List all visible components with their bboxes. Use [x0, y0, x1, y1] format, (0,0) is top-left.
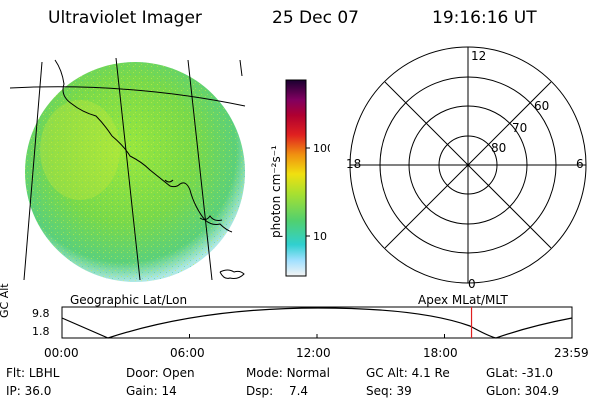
- lat-label-80: 80: [491, 141, 506, 155]
- status-ip: IP: 36.0: [6, 384, 52, 398]
- status-dsp: Dsp: 7.4: [246, 384, 309, 398]
- colorbar-unit-label: photon cm⁻²s⁻¹: [269, 145, 283, 238]
- time-label: 19:16:16 UT: [432, 8, 537, 28]
- status-flt: Flt: LBHL: [6, 366, 60, 380]
- altitude-plot: 9.8 1.8: [32, 306, 573, 339]
- mlt-label-18: 18: [346, 157, 361, 171]
- lat-label-60: 60: [534, 99, 549, 113]
- mlt-label-6: 6: [576, 157, 584, 171]
- colorbar-tick-100: 100: [313, 142, 330, 155]
- date-label: 25 Dec 07: [272, 8, 359, 28]
- xtick-0000: 00:00: [44, 346, 79, 360]
- xtick-1800: 18:00: [423, 346, 458, 360]
- left-panel-label: Geographic Lat/Lon: [70, 293, 188, 307]
- xtick-1200: 12:00: [296, 346, 331, 360]
- altitude-curve: [61, 307, 573, 339]
- instrument-title: Ultraviolet Imager: [48, 8, 202, 28]
- status-glon: GLon: 304.9: [486, 384, 559, 398]
- xtick-0600: 06:00: [170, 346, 205, 360]
- colorbar-tick-10: 10: [313, 230, 327, 243]
- status-gc-alt: GC Alt: 4.1 Re: [366, 366, 450, 380]
- altitude-ytick-min: 1.8: [32, 325, 50, 338]
- mlt-label-0: 0: [468, 277, 476, 290]
- geographic-grid: [9, 57, 246, 281]
- status-mode: Mode: Normal: [246, 366, 330, 380]
- altitude-xticks: [61, 334, 573, 338]
- colorbar: 100 10 photon cm⁻²s⁻¹: [269, 79, 330, 277]
- altitude-plot-frame: [61, 306, 573, 339]
- colorbar-scale: [285, 79, 307, 277]
- polar-plot: 12 18 6 0 60 70 80: [346, 46, 587, 290]
- right-panel-label: Apex MLat/MLT: [418, 293, 508, 307]
- status-seq: Seq: 39: [366, 384, 412, 398]
- coastline: [54, 59, 245, 279]
- xtick-2359: 23:59: [554, 346, 589, 360]
- status-gain: Gain: 14: [126, 384, 177, 398]
- lat-label-70: 70: [512, 121, 527, 135]
- status-glat: GLat: -31.0: [486, 366, 553, 380]
- uv-image-panel: [9, 57, 246, 282]
- altitude-ytick-max: 9.8: [32, 307, 50, 320]
- status-door: Door: Open: [126, 366, 195, 380]
- polar-grid: [349, 46, 587, 284]
- earth-disk-texture: [25, 62, 245, 282]
- mlt-label-12: 12: [471, 49, 486, 63]
- dayglow-patch: [40, 100, 120, 200]
